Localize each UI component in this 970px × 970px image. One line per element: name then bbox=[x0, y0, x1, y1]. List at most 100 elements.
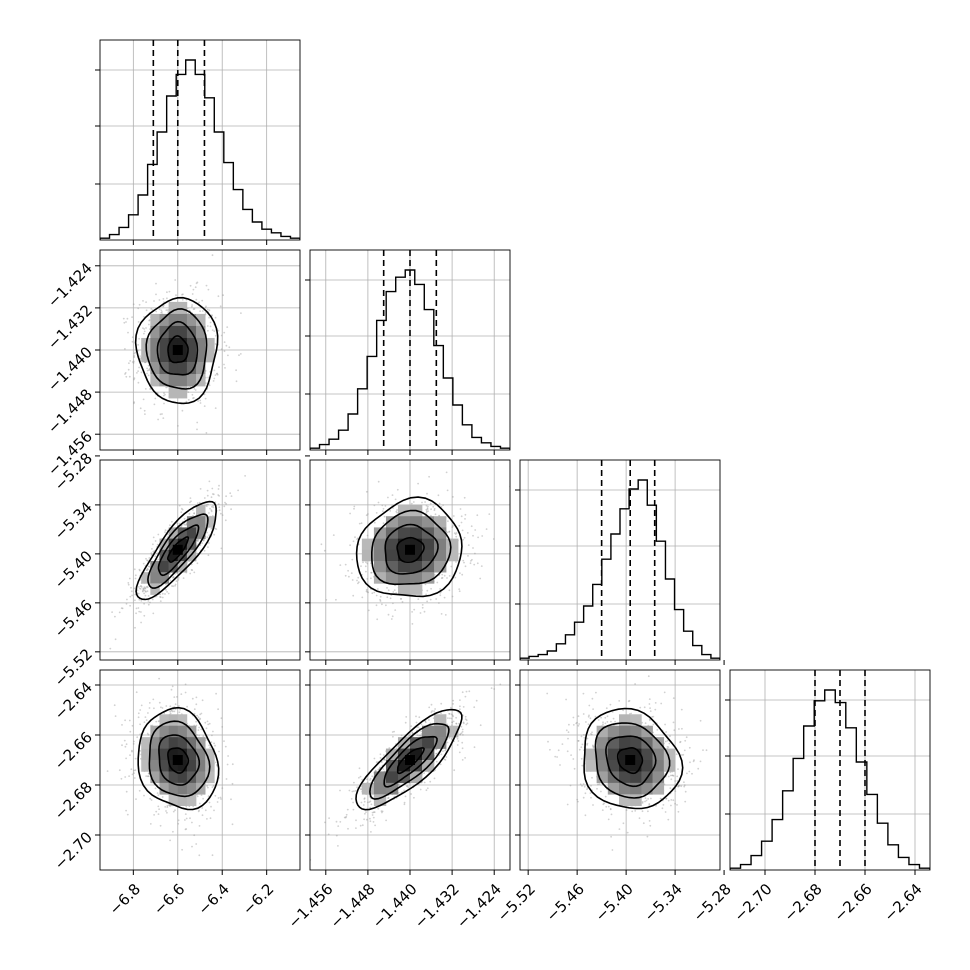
scatter-point bbox=[207, 554, 210, 557]
scatter-point bbox=[209, 507, 211, 510]
scatter-point bbox=[411, 732, 414, 735]
scatter-point bbox=[147, 603, 150, 606]
density-cell bbox=[168, 714, 179, 727]
scatter-point bbox=[350, 572, 353, 574]
scatter-point bbox=[586, 737, 589, 740]
scatter-point bbox=[211, 254, 214, 257]
scatter-point bbox=[224, 745, 227, 748]
scatter-point bbox=[218, 484, 220, 487]
scatter-point bbox=[128, 775, 131, 777]
scatter-point bbox=[124, 348, 126, 350]
scatter-point bbox=[126, 598, 128, 601]
scatter-point bbox=[405, 785, 408, 788]
scatter-point bbox=[364, 812, 366, 815]
scatter-point bbox=[424, 721, 427, 724]
scatter-point bbox=[118, 611, 121, 614]
scatter-point bbox=[451, 721, 454, 724]
scatter-point bbox=[156, 552, 159, 555]
contour-line bbox=[384, 523, 439, 575]
density-cell bbox=[186, 516, 197, 528]
scatter-point bbox=[146, 569, 149, 572]
scatter-point bbox=[445, 471, 448, 474]
scatter-point bbox=[184, 819, 186, 821]
scatter-point bbox=[474, 552, 476, 555]
scatter-point bbox=[458, 590, 461, 593]
scatter-point bbox=[223, 341, 226, 343]
scatter-point bbox=[439, 592, 442, 594]
scatter-point bbox=[324, 821, 326, 824]
scatter-point bbox=[144, 465, 146, 467]
scatter-point bbox=[136, 589, 139, 592]
scatter-point bbox=[124, 776, 127, 778]
scatter-point bbox=[399, 598, 402, 600]
scatter-point bbox=[435, 598, 438, 600]
density-cell bbox=[168, 760, 179, 772]
scatter-point bbox=[201, 299, 204, 302]
scatter-point bbox=[216, 373, 219, 376]
scatter-point bbox=[125, 321, 127, 323]
scatter-point bbox=[448, 713, 451, 715]
scatter-point bbox=[465, 719, 468, 722]
scatter-point bbox=[337, 825, 340, 827]
contour-line bbox=[396, 747, 425, 775]
scatter-point bbox=[588, 714, 590, 717]
scatter-point bbox=[148, 707, 151, 709]
density-cell bbox=[159, 313, 169, 327]
scatter-point bbox=[224, 519, 227, 522]
scatter-point bbox=[230, 508, 233, 511]
scatter-point bbox=[446, 577, 448, 579]
scatter-point bbox=[464, 565, 467, 568]
scatter-point bbox=[230, 798, 232, 801]
density-cell bbox=[385, 760, 399, 772]
density-cell bbox=[205, 337, 215, 351]
scatter-point bbox=[456, 744, 459, 746]
scatter-point bbox=[337, 845, 339, 847]
scatter-point bbox=[199, 399, 202, 402]
scatter-point bbox=[373, 504, 376, 507]
scatter-point bbox=[153, 300, 155, 302]
scatter-point bbox=[183, 517, 186, 520]
scatter-point bbox=[210, 527, 213, 530]
scatter-point bbox=[392, 602, 394, 605]
scatter-point bbox=[485, 528, 488, 530]
scatter-point bbox=[191, 569, 194, 571]
scatter-point bbox=[373, 811, 376, 813]
scatter-point bbox=[200, 728, 203, 731]
scatter-point bbox=[154, 397, 157, 400]
scatter-point bbox=[391, 615, 394, 618]
scatter-point bbox=[479, 577, 482, 580]
scatter-point bbox=[231, 823, 234, 826]
density-cell bbox=[434, 725, 447, 738]
scatter-point bbox=[476, 514, 479, 517]
scatter-point bbox=[171, 520, 173, 523]
scatter-point bbox=[365, 561, 367, 564]
scatter-point bbox=[418, 734, 420, 737]
scatter-point bbox=[204, 809, 207, 812]
scatter-point bbox=[135, 612, 138, 615]
density-cell bbox=[150, 737, 160, 749]
scatter-point bbox=[420, 735, 422, 737]
scatter-point bbox=[144, 716, 147, 718]
density-cell bbox=[397, 516, 411, 528]
scatter-point bbox=[439, 763, 442, 766]
scatter-point bbox=[158, 308, 161, 311]
density-cell bbox=[186, 737, 197, 749]
scatter-point bbox=[403, 789, 405, 792]
scatter-point bbox=[417, 598, 420, 600]
scatter-point bbox=[348, 575, 350, 578]
scatter-point bbox=[396, 745, 399, 748]
scatter-point bbox=[172, 575, 175, 578]
scatter-point bbox=[240, 312, 242, 314]
scatter-point bbox=[212, 506, 215, 509]
scatter-point bbox=[196, 562, 199, 565]
scatter-point bbox=[168, 290, 171, 293]
scatter-point bbox=[208, 512, 210, 514]
scatter-point bbox=[195, 720, 198, 723]
scatter-point bbox=[349, 512, 351, 515]
scatter-point bbox=[187, 312, 190, 315]
scatter-point bbox=[178, 504, 181, 507]
scatter-point bbox=[357, 537, 359, 540]
scatter-point bbox=[127, 331, 129, 334]
scatter-point bbox=[223, 363, 225, 366]
scatter-point bbox=[220, 512, 222, 515]
